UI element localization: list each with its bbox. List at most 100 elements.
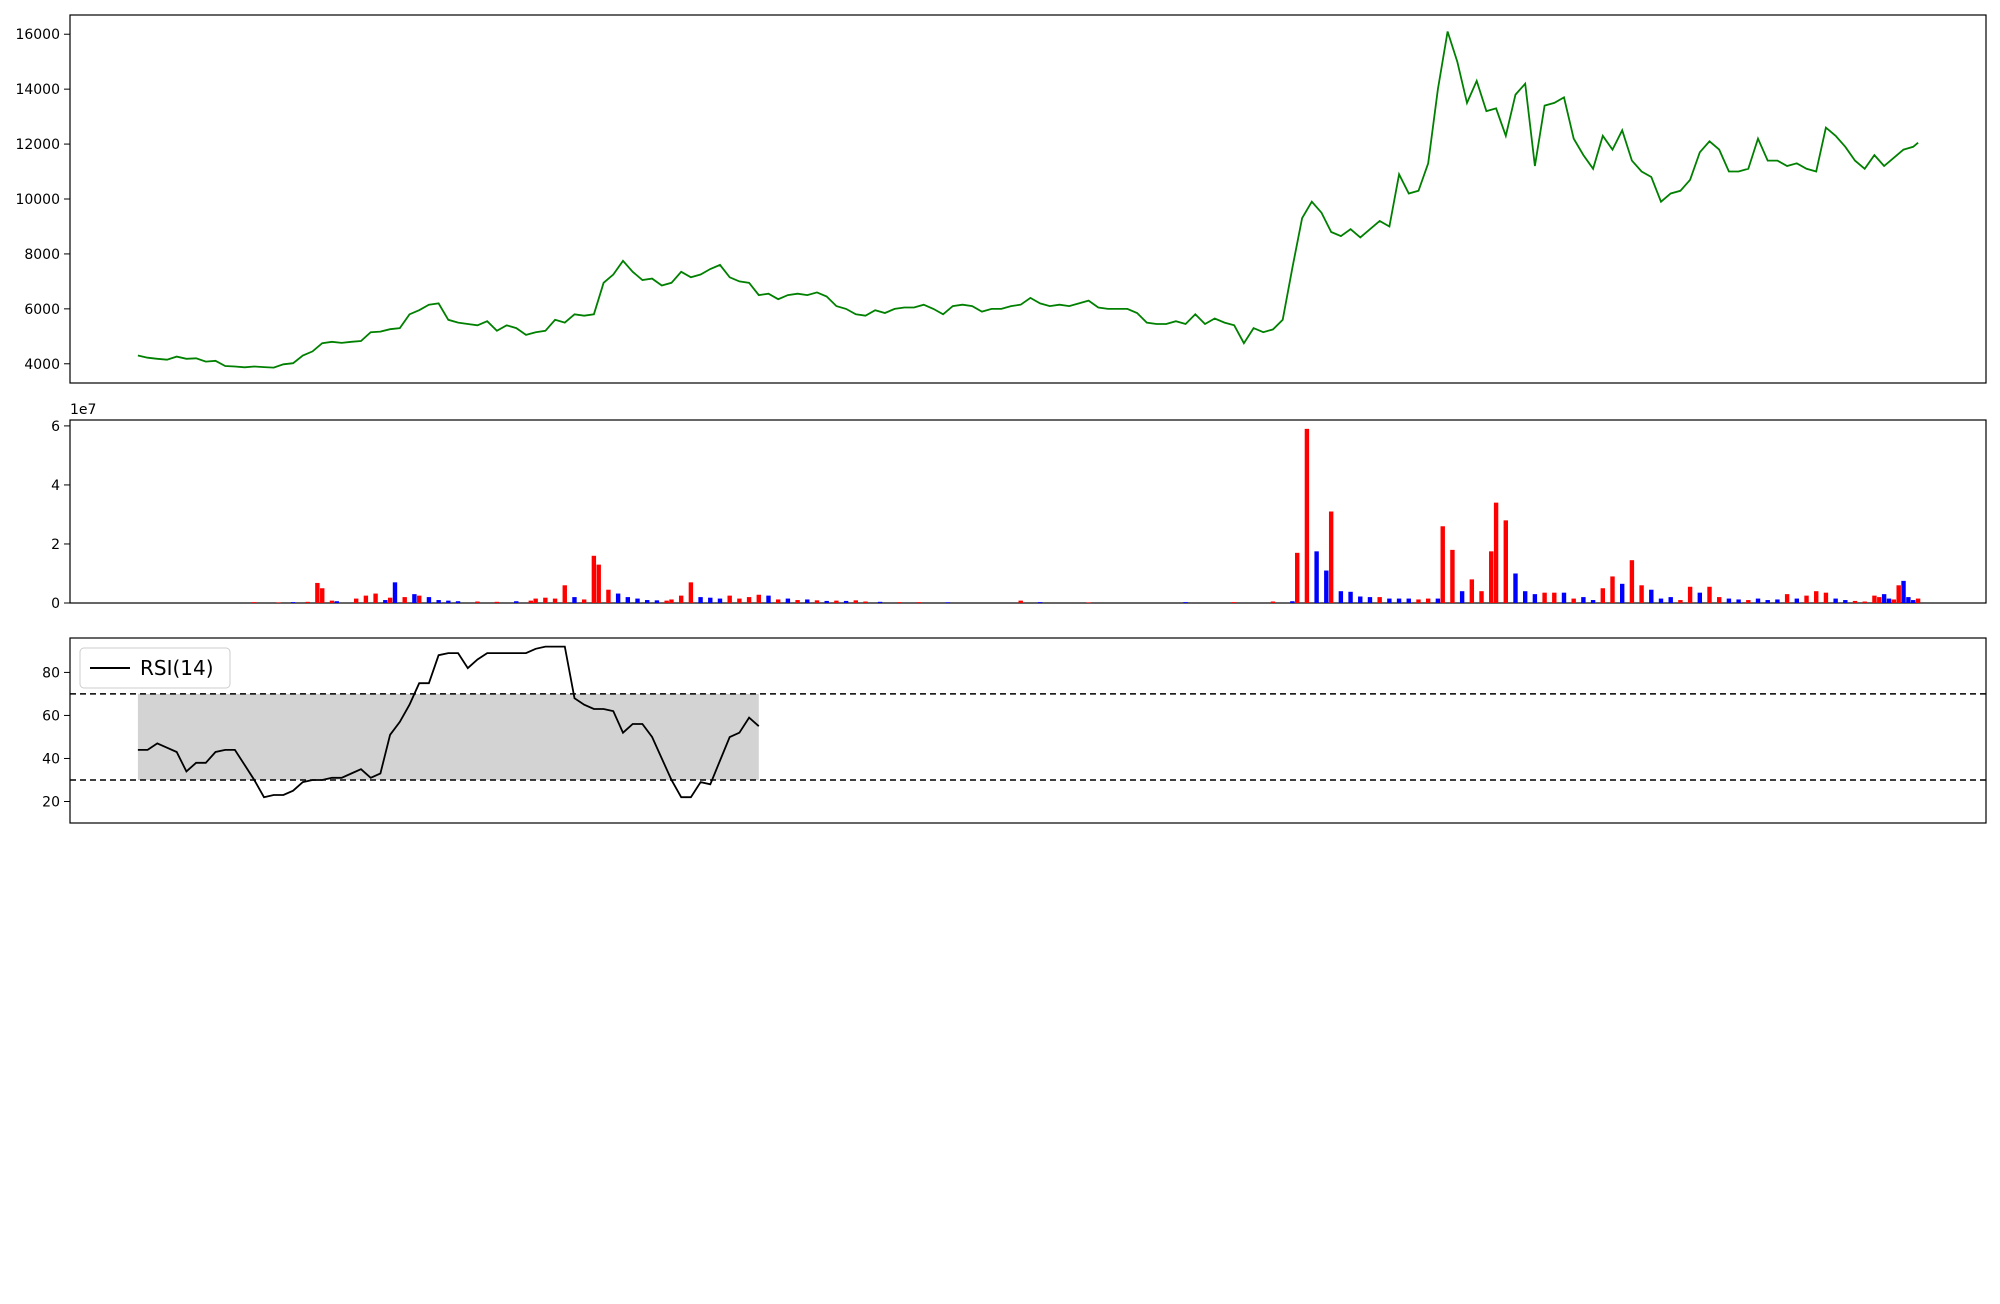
volume-bar	[1658, 598, 1664, 603]
volume-bar	[475, 601, 480, 603]
volume-bar	[795, 600, 800, 603]
volume-bar	[877, 601, 883, 603]
rsi-axes	[69, 637, 1987, 824]
volume-bar	[1304, 428, 1310, 603]
volume-bar	[916, 602, 922, 603]
volume-bar	[494, 601, 500, 603]
volume-bar	[426, 597, 432, 603]
volume-bar	[1581, 597, 1586, 603]
rsi-line	[137, 645, 760, 799]
volume-bar	[717, 598, 723, 603]
price-line	[137, 31, 1919, 369]
price-axes	[69, 14, 1987, 384]
volume-bar	[635, 598, 640, 603]
volume-bar	[320, 588, 325, 603]
volume-bar	[1290, 601, 1295, 603]
volume-bar	[756, 594, 761, 603]
volume-bar	[1425, 598, 1431, 603]
volume-bar	[252, 602, 257, 603]
volume-bar	[766, 595, 771, 603]
volume-bar	[1610, 576, 1615, 603]
volume-bar	[654, 600, 660, 603]
volume-bar	[392, 582, 398, 603]
volume-bar	[373, 593, 378, 603]
rsi-ytick-label: 80	[42, 665, 60, 681]
volume-bar	[1503, 520, 1508, 603]
volume-bar	[1862, 601, 1867, 603]
volume-ytick-label: 6	[51, 419, 60, 435]
volume-bar	[1396, 598, 1402, 603]
volume-bar	[1765, 600, 1770, 603]
volume-bar	[383, 600, 388, 603]
volume-bar	[514, 601, 519, 603]
volume-bar	[1469, 579, 1475, 603]
price-ytick-label: 10000	[15, 192, 60, 208]
rsi-ytick-label: 40	[42, 751, 60, 767]
volume-bar	[625, 597, 631, 603]
volume-bar	[1872, 595, 1877, 603]
volume-bar	[1629, 560, 1635, 603]
volume-bar	[1542, 592, 1547, 603]
volume-bar	[805, 599, 810, 603]
volume-bar	[1387, 598, 1392, 603]
volume-bar	[1435, 598, 1441, 603]
volume-bar	[1814, 591, 1819, 603]
volume-bar	[897, 602, 902, 603]
volume-bar	[591, 555, 597, 603]
volume-bar	[834, 600, 839, 603]
volume-bar	[669, 599, 674, 603]
volume-bar	[417, 595, 422, 603]
volume-bar	[1489, 551, 1494, 603]
volume-bar	[1726, 598, 1732, 603]
volume-bar	[1571, 598, 1576, 603]
volume-bar	[1697, 592, 1703, 603]
volume-bar	[737, 598, 742, 603]
volume-ytick-label: 0	[51, 596, 60, 612]
rsi-legend-label: RSI(14)	[140, 656, 214, 680]
volume-bar	[329, 600, 335, 603]
volume-bar	[387, 597, 393, 603]
volume-bar	[1823, 592, 1829, 603]
volume-bar	[1915, 598, 1921, 603]
volume-bar	[1348, 591, 1353, 603]
volume-bar	[1668, 597, 1673, 603]
volume-bar	[863, 601, 868, 603]
volume-bar	[363, 595, 369, 603]
volume-bar	[1513, 573, 1518, 603]
volume-bar	[1270, 601, 1276, 603]
volume-bar	[1620, 583, 1625, 603]
volume-bar	[562, 585, 567, 603]
volume-bar	[1459, 591, 1465, 603]
volume-bar	[455, 601, 461, 603]
volume-bar	[746, 597, 752, 603]
volume-bar	[1639, 585, 1644, 603]
volume-bar	[1406, 598, 1411, 603]
volume-bar	[1896, 585, 1901, 603]
volume-bar	[1784, 594, 1790, 603]
price-ytick-label: 4000	[24, 357, 60, 373]
volume-bar	[1324, 570, 1329, 603]
volume-bar	[1552, 592, 1557, 603]
volume-bar	[1037, 602, 1043, 603]
volume-bar	[446, 600, 451, 603]
volume-bar	[290, 602, 296, 603]
volume-bar	[1794, 598, 1800, 603]
volume-bar	[1416, 599, 1421, 603]
volume-bar	[1600, 588, 1605, 603]
volume-bar	[412, 594, 417, 603]
volume-ytick-label: 2	[51, 537, 60, 553]
volume-bar	[1877, 597, 1882, 603]
volume-bar	[1707, 586, 1712, 603]
volume-bar	[727, 595, 732, 603]
volume-bar	[853, 600, 859, 603]
volume-bar	[1755, 598, 1761, 603]
rsi-ytick-label: 60	[42, 708, 60, 724]
volume-offset-label: 1e7	[70, 402, 96, 418]
volume-bar	[708, 597, 713, 603]
volume-bar	[1891, 599, 1897, 603]
volume-axes	[69, 419, 1987, 604]
price-ytick-label: 14000	[15, 82, 60, 98]
volume-bar	[1852, 600, 1858, 603]
